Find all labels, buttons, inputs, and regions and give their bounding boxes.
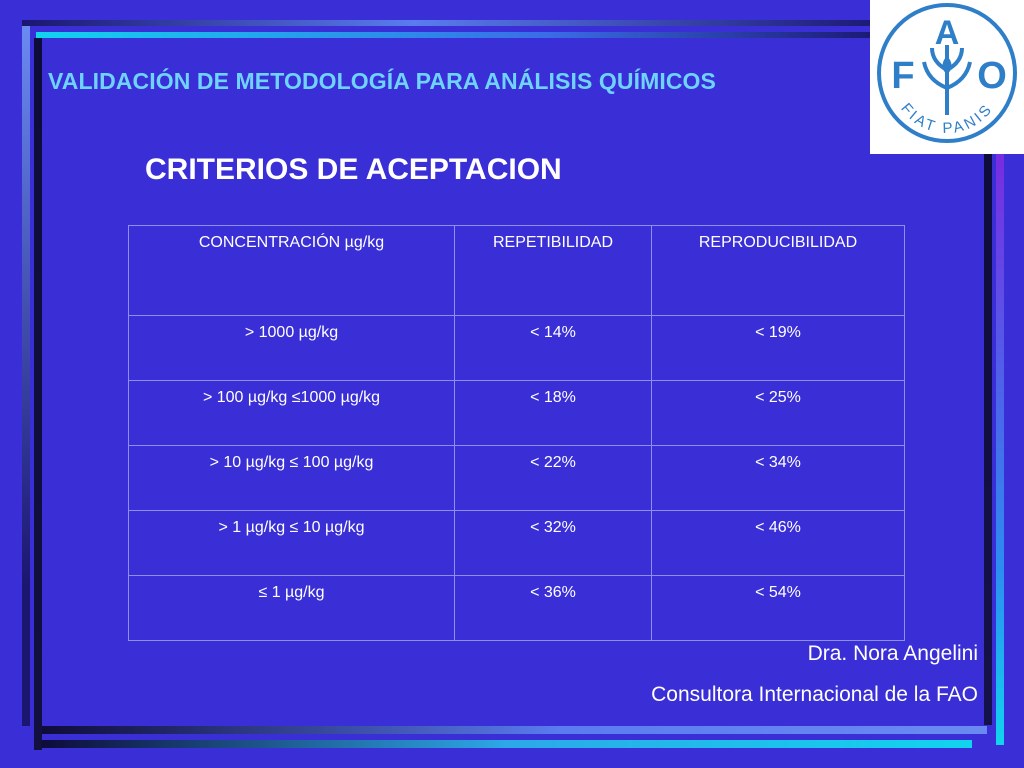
table-row: > 100 µg/kg ≤1000 µg/kg < 18% < 25%: [128, 380, 905, 446]
slide-title: VALIDACIÓN DE METODOLOGÍA PARA ANÁLISIS …: [48, 68, 716, 94]
cell-repeatability: < 14%: [454, 315, 652, 381]
frame-bar-right-inner: [984, 150, 992, 725]
table-header-row: CONCENTRACIÓN µg/kg REPETIBILIDAD REPROD…: [128, 225, 905, 316]
cell-reproducibility: < 54%: [651, 575, 905, 641]
cell-reproducibility: < 46%: [651, 510, 905, 576]
frame-bar-left-inner: [34, 38, 42, 750]
table-row: > 1 µg/kg ≤ 10 µg/kg < 32% < 46%: [128, 510, 905, 576]
frame-bar-bottom: [42, 740, 972, 748]
author-role: Consultora Internacional de la FAO: [651, 683, 978, 706]
cell-repeatability: < 18%: [454, 380, 652, 446]
frame-bar-bottom-inner: [42, 726, 987, 734]
table-row: ≤ 1 µg/kg < 36% < 54%: [128, 575, 905, 641]
cell-reproducibility: < 19%: [651, 315, 905, 381]
cell-concentration: > 10 µg/kg ≤ 100 µg/kg: [128, 445, 455, 511]
cell-concentration: > 100 µg/kg ≤1000 µg/kg: [128, 380, 455, 446]
header-repeatability: REPETIBILIDAD: [454, 225, 652, 316]
cell-repeatability: < 32%: [454, 510, 652, 576]
frame-bar-right: [996, 150, 1004, 745]
cell-concentration: > 1 µg/kg ≤ 10 µg/kg: [128, 510, 455, 576]
table-row: > 1000 µg/kg < 14% < 19%: [128, 315, 905, 381]
slide-subtitle: CRITERIOS DE ACEPTACION: [145, 153, 562, 186]
cell-repeatability: < 36%: [454, 575, 652, 641]
frame-bar-top: [22, 20, 892, 26]
fao-logo-icon: F A O FIAT PANIS: [877, 3, 1017, 143]
cell-reproducibility: < 34%: [651, 445, 905, 511]
cell-concentration: ≤ 1 µg/kg: [128, 575, 455, 641]
cell-concentration: > 1000 µg/kg: [128, 315, 455, 381]
header-concentration: CONCENTRACIÓN µg/kg: [128, 225, 455, 316]
fao-logo: F A O FIAT PANIS: [870, 0, 1024, 154]
acceptance-criteria-table: CONCENTRACIÓN µg/kg REPETIBILIDAD REPROD…: [128, 225, 905, 641]
frame-bar-top-inner: [36, 32, 886, 38]
table-row: > 10 µg/kg ≤ 100 µg/kg < 22% < 34%: [128, 445, 905, 511]
frame-bar-left: [22, 26, 30, 726]
author-name: Dra. Nora Angelini: [807, 642, 978, 665]
logo-letter-f: F: [891, 55, 914, 97]
logo-letter-o: O: [977, 55, 1007, 97]
cell-reproducibility: < 25%: [651, 380, 905, 446]
cell-repeatability: < 22%: [454, 445, 652, 511]
logo-letter-a: A: [935, 14, 960, 52]
header-reproducibility: REPRODUCIBILIDAD: [651, 225, 905, 316]
